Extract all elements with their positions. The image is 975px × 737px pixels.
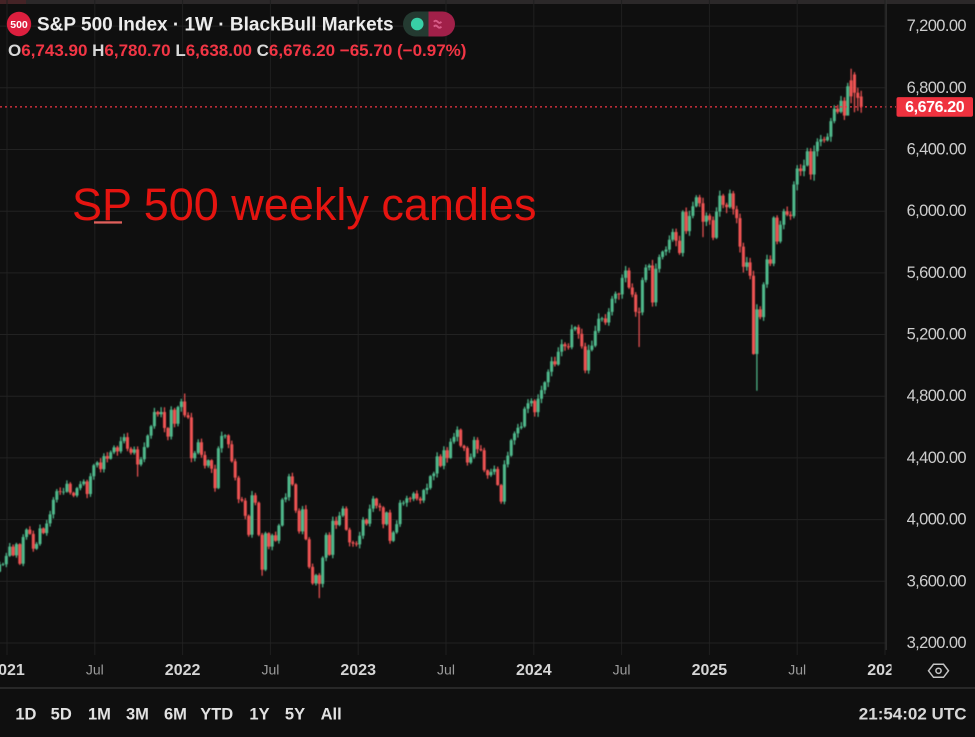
svg-text:6,676.20: 6,676.20 — [905, 99, 965, 116]
svg-text:3,600.00: 3,600.00 — [907, 572, 967, 590]
svg-text:6,800.00: 6,800.00 — [907, 79, 967, 97]
svg-text:All: All — [321, 706, 342, 724]
svg-text:7,200.00: 7,200.00 — [907, 17, 967, 35]
svg-text:5D: 5D — [51, 706, 72, 724]
svg-text:3,200.00: 3,200.00 — [907, 634, 967, 652]
svg-text:21:54:02 UTC: 21:54:02 UTC — [859, 705, 967, 724]
svg-text:6M: 6M — [164, 706, 187, 724]
svg-text:5,200.00: 5,200.00 — [907, 326, 967, 344]
svg-text:Jul: Jul — [788, 662, 806, 678]
svg-text:4,000.00: 4,000.00 — [907, 511, 967, 529]
svg-text:1Y: 1Y — [249, 706, 269, 724]
svg-text:5Y: 5Y — [285, 706, 305, 724]
svg-text:2023: 2023 — [340, 662, 376, 679]
svg-text:1M: 1M — [88, 706, 111, 724]
svg-text:1D: 1D — [15, 706, 36, 724]
svg-text:S&P 500 Index · 1W · BlackBull: S&P 500 Index · 1W · BlackBull Markets — [37, 15, 394, 36]
svg-text:2021: 2021 — [0, 662, 25, 679]
svg-text:6,400.00: 6,400.00 — [907, 141, 967, 159]
svg-text:2022: 2022 — [165, 662, 201, 679]
svg-text:5,600.00: 5,600.00 — [907, 264, 967, 282]
svg-text:500: 500 — [10, 19, 28, 31]
svg-text:Jul: Jul — [613, 662, 631, 678]
svg-text:4,800.00: 4,800.00 — [907, 387, 967, 405]
svg-text:Jul: Jul — [86, 662, 104, 678]
svg-text:2025: 2025 — [692, 662, 728, 679]
svg-text:YTD: YTD — [200, 706, 233, 724]
svg-text:Jul: Jul — [437, 662, 455, 678]
svg-text:Jul: Jul — [261, 662, 279, 678]
svg-text:4,400.00: 4,400.00 — [907, 449, 967, 467]
svg-text:3M: 3M — [126, 706, 149, 724]
svg-text:2024: 2024 — [516, 662, 552, 679]
svg-text:O6,743.90 H6,780.70 L6,638.00: O6,743.90 H6,780.70 L6,638.00 C6,676.20 … — [8, 41, 466, 60]
svg-text:SP 500 weekly candles: SP 500 weekly candles — [72, 179, 536, 230]
svg-text:6,000.00: 6,000.00 — [907, 202, 967, 220]
